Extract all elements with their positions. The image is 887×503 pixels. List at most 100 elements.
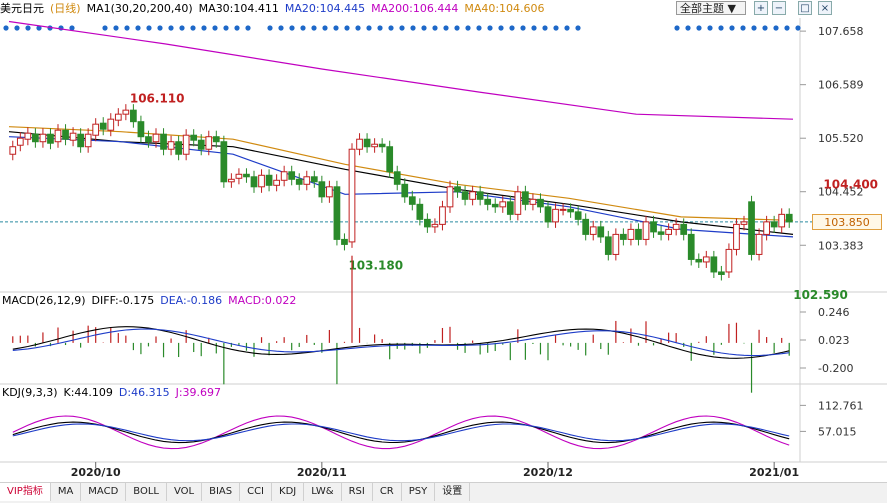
candle-body — [537, 198, 544, 208]
candle-body — [604, 236, 612, 255]
candle-body — [461, 191, 469, 200]
candle-body — [9, 146, 17, 155]
signal-dot — [388, 25, 394, 31]
candle-body — [393, 171, 401, 185]
x-tick-label: 2020/12 — [523, 466, 573, 479]
kdj-k: K:44.109 — [63, 386, 113, 399]
signal-dot — [729, 25, 735, 31]
macd-dif-line — [12, 326, 790, 359]
tab-11[interactable]: PSY — [402, 483, 436, 501]
candle-body — [476, 191, 484, 200]
candle-body — [733, 223, 740, 250]
candle-body — [288, 171, 296, 180]
tab-7[interactable]: KDJ — [272, 483, 305, 501]
signal-dot — [322, 25, 328, 31]
candle-body — [114, 113, 122, 121]
candle-body — [763, 221, 770, 235]
signal-dot — [443, 25, 449, 31]
candle-body — [386, 146, 394, 173]
tab-12[interactable]: 设置 — [435, 483, 471, 501]
candle-body — [145, 136, 152, 143]
tab-4[interactable]: VOL — [167, 483, 203, 501]
symbol-name: 美元日元 — [0, 2, 44, 15]
candle-body — [378, 143, 386, 148]
kdj-tick-label: 57.015 — [818, 425, 857, 438]
candle-body — [273, 179, 280, 186]
restore-icon[interactable]: □ — [798, 1, 812, 15]
candle-body — [77, 133, 84, 148]
candle-body — [333, 186, 341, 240]
tab-1[interactable]: MA — [51, 483, 82, 501]
candle-body — [197, 139, 205, 150]
macd-dif: DIFF:-0.175 — [91, 294, 155, 307]
close-icon[interactable]: × — [818, 1, 832, 15]
ma30-value: MA30:104.411 — [198, 2, 279, 15]
signal-dot — [674, 25, 680, 31]
price-chart[interactable]: 107.658 106.589 105.520 104.452 103.383 106.1… — [0, 0, 887, 482]
signal-dot — [36, 25, 42, 31]
candle-body — [710, 256, 718, 273]
ma-line-ma30 — [8, 131, 794, 235]
candle-body — [491, 203, 499, 208]
candle-body — [62, 129, 69, 140]
signal-dot — [575, 25, 581, 31]
candle-body — [506, 201, 514, 215]
tab-2[interactable]: MACD — [81, 483, 127, 501]
macd-tick-label: 0.246 — [818, 306, 850, 319]
signal-dot — [542, 25, 548, 31]
tab-10[interactable]: CR — [373, 483, 402, 501]
price-annotation: 102.590 — [793, 288, 848, 302]
tab-6[interactable]: CCI — [240, 483, 273, 501]
tab-8[interactable]: LW& — [304, 483, 342, 501]
tab-5[interactable]: BIAS — [202, 483, 241, 501]
ma-param-label: MA1(30,20,200,40) — [86, 2, 193, 15]
candle-body — [770, 221, 778, 228]
candle-body — [47, 133, 54, 144]
signal-dot — [333, 25, 339, 31]
candle-body — [529, 198, 537, 205]
candle-body — [258, 174, 265, 188]
signal-dot — [344, 25, 350, 31]
zoom-in-icon[interactable]: + — [754, 1, 768, 15]
tab-9[interactable]: RSI — [342, 483, 373, 501]
candle-body — [310, 176, 318, 183]
candle-body — [356, 138, 363, 150]
tab-3[interactable]: BOLL — [126, 483, 167, 501]
price-annotation: 104.400 — [823, 177, 878, 191]
zoom-out-icon[interactable]: − — [772, 1, 786, 15]
signal-dot — [300, 25, 306, 31]
theme-dropdown[interactable]: 全部主题 ▼ — [676, 1, 746, 15]
signal-dot — [773, 25, 779, 31]
macd-value: MACD:0.022 — [228, 294, 297, 307]
chart-header: 美元日元 (日线) MA1(30,20,200,40) MA30:104.411 MA2… — [0, 0, 887, 18]
signal-dot — [3, 25, 9, 31]
candle-body — [567, 208, 574, 213]
candle-body — [439, 206, 446, 225]
candle-body — [107, 118, 115, 131]
candle-body — [54, 129, 62, 143]
candle-body — [24, 132, 32, 140]
candle-body — [635, 228, 642, 240]
candle-body — [454, 186, 461, 193]
x-tick-label: 2020/10 — [71, 466, 121, 479]
candle-body — [371, 143, 378, 148]
candle-body — [152, 133, 160, 143]
signal-dot — [355, 25, 361, 31]
signal-dot — [234, 25, 240, 31]
candle-body — [574, 211, 582, 220]
candle-body — [695, 258, 703, 263]
kdj-d: D:46.315 — [118, 386, 170, 399]
candle-body — [499, 201, 507, 208]
signal-dot — [289, 25, 295, 31]
signal-dot — [762, 25, 768, 31]
candle-body — [122, 109, 130, 115]
candle-body — [326, 186, 333, 198]
signal-dot — [553, 25, 559, 31]
signal-dot — [784, 25, 790, 31]
signal-dot — [223, 25, 229, 31]
tab-0[interactable]: VIP指标 — [0, 483, 51, 501]
macd-dea: DEA:-0.186 — [160, 294, 223, 307]
kdj-k-line — [12, 421, 790, 444]
candle-body — [265, 174, 273, 186]
candle-body — [408, 196, 416, 205]
